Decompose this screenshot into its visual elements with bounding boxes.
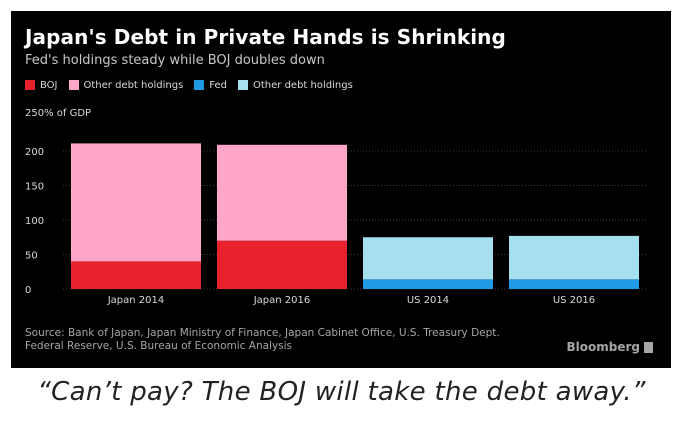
legend-label-us-other: Other debt holdings (253, 79, 353, 91)
brand-logo: Bloomberg (566, 340, 653, 354)
bar-japan-2016-seg-0 (217, 240, 347, 289)
y-axis-unit-label: 250% of GDP (25, 108, 92, 119)
legend-swatch-japan-other (68, 80, 79, 90)
bar-japan-2014-seg-0 (71, 261, 201, 289)
bar-us-2014-seg-1 (363, 237, 493, 280)
bar-chart: 0 50 100 150 200 Japan 2014 Japan 2016 US 2014 U… (25, 143, 647, 306)
source-line-2: Federal Reserve, U.S. Bureau of Economic… (25, 340, 293, 352)
x-tick-label-1: Japan 2016 (253, 295, 311, 306)
y-tick-label-150: 150 (25, 182, 44, 193)
y-tick-label-0: 0 (25, 285, 31, 296)
y-tick-label-50: 50 (25, 251, 38, 262)
y-tick-label-100: 100 (25, 216, 44, 227)
legend-item-fed: Fed (194, 80, 227, 91)
legend-swatch-boj (25, 80, 35, 90)
bar-japan-2014-seg-1 (71, 143, 201, 262)
chart-subtitle: Fed's holdings steady while BOJ doubles … (25, 53, 325, 68)
legend-label-fed: Fed (209, 79, 228, 91)
caption: “Can’t pay? The BOJ will take the debt a… (37, 377, 646, 407)
bar-us-2014-seg-0 (363, 279, 493, 289)
legend-swatch-us-other (238, 80, 249, 90)
x-tick-label-3: US 2016 (553, 295, 595, 306)
legend-label-japan-other: Other debt holdings (83, 79, 184, 91)
bar-japan-2016-seg-1 (217, 144, 347, 241)
bar-us-2016-seg-1 (509, 235, 639, 280)
x-tick-label-0: Japan 2014 (107, 295, 165, 306)
brand-name: Bloomberg (566, 340, 641, 354)
legend-item-boj: BOJ (25, 80, 58, 91)
legend-label-boj: BOJ (40, 79, 58, 91)
source-line-1: Source: Bank of Japan, Japan Ministry of… (25, 327, 500, 339)
brand-mark-icon (644, 341, 653, 353)
source-note: Source: Bank of Japan, Japan Ministry of… (25, 327, 585, 353)
legend-item-japan-other: Other debt holdings (68, 79, 184, 91)
legend-item-us-other: Other debt holdings (238, 80, 353, 91)
legend-swatch-fed (194, 80, 205, 90)
y-tick-label-200: 200 (25, 147, 44, 158)
chart-panel: Japan's Debt in Private Hands is Shrinki… (11, 11, 671, 368)
chart-title: Japan's Debt in Private Hands is Shrinki… (25, 25, 506, 49)
x-tick-label-2: US 2014 (407, 295, 449, 306)
chart-legend: BOJ Other debt holdings Fed Other debt h… (25, 78, 364, 92)
bar-us-2016-seg-0 (509, 279, 639, 289)
